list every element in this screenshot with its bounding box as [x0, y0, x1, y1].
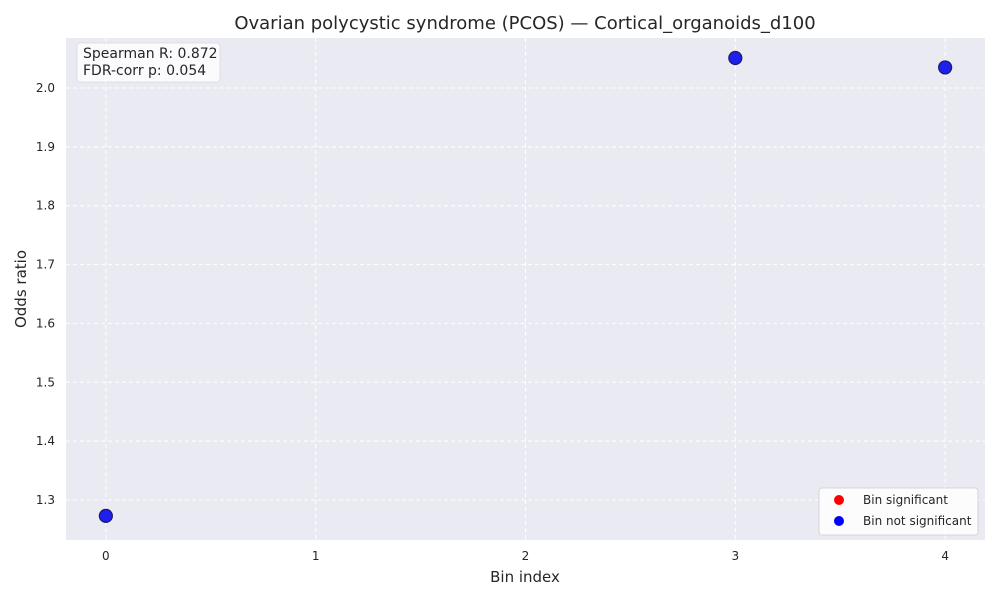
y-axis-label: Odds ratio [12, 250, 30, 328]
data-point [938, 60, 953, 75]
y-tick-label: 1.6 [36, 316, 55, 330]
x-tick-label: 2 [522, 549, 530, 563]
stats-annotation-box [76, 42, 221, 83]
y-axis-ticks: 1.3 1.4 1.5 1.6 1.7 1.8 1.9 2.0 [36, 81, 55, 507]
y-tick-label: 1.5 [36, 375, 55, 389]
plot-area [66, 38, 985, 540]
x-tick-label: 1 [312, 549, 320, 563]
x-axis-label: Bin index [490, 568, 560, 586]
data-points [98, 50, 953, 523]
stats-line-fdr: FDR-corr p: 0.054 [83, 63, 206, 79]
y-tick-label: 1.3 [36, 493, 55, 507]
stats-annotation: Spearman R: 0.872 FDR-corr p: 0.054 [76, 42, 221, 83]
legend-marker-significant [834, 495, 844, 505]
x-tick-label: 0 [102, 549, 110, 563]
data-point [728, 50, 743, 66]
legend-label-not-significant: Bin not significant [863, 514, 972, 528]
x-tick-label: 3 [731, 549, 739, 563]
chart-title: Ovarian polycystic syndrome (PCOS) — Cor… [234, 13, 815, 34]
y-tick-label: 1.7 [36, 258, 55, 272]
y-tick-label: 1.9 [36, 140, 55, 154]
data-point [98, 508, 113, 523]
y-tick-label: 2.0 [36, 81, 55, 95]
legend-label-significant: Bin significant [863, 493, 948, 507]
legend: Bin significant Bin not significant [818, 487, 979, 536]
y-tick-label: 1.8 [36, 199, 55, 213]
legend-box [818, 487, 979, 536]
legend-marker-not-significant [834, 516, 844, 526]
stats-line-spearman: Spearman R: 0.872 [83, 46, 218, 62]
x-axis-ticks: 0 1 2 3 4 [102, 549, 949, 563]
y-tick-label: 1.4 [36, 434, 55, 448]
x-tick-label: 4 [941, 549, 949, 563]
